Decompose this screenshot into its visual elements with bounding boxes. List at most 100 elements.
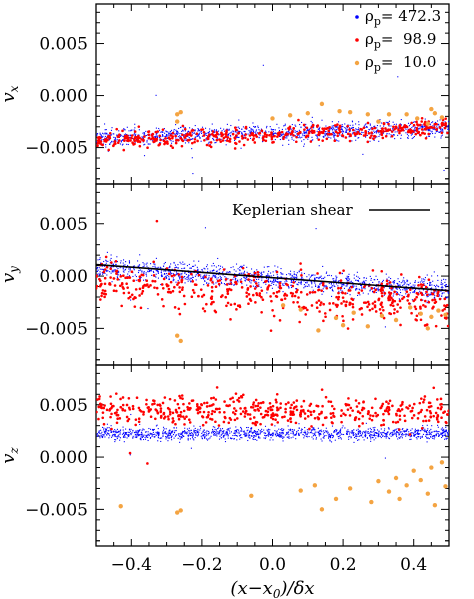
data-point: [259, 433, 261, 435]
data-point: [394, 138, 396, 140]
data-point: [219, 430, 221, 432]
data-point: [238, 136, 240, 138]
data-point: [148, 427, 150, 430]
data-point: [103, 295, 106, 299]
data-point: [236, 275, 238, 277]
data-point: [124, 129, 126, 131]
data-point: [113, 266, 115, 268]
data-point: [103, 429, 105, 431]
data-point: [292, 431, 294, 433]
data-point: [251, 432, 253, 434]
data-point: [443, 428, 445, 430]
data-point: [447, 128, 449, 130]
data-point: [307, 431, 309, 433]
data-point: [425, 431, 427, 433]
data-point: [412, 125, 414, 128]
data-point: [425, 126, 428, 130]
data-point: [433, 284, 435, 287]
data-point: [164, 432, 166, 434]
data-point: [425, 430, 427, 432]
data-point: [249, 272, 251, 275]
data-point: [407, 280, 409, 282]
data-point: [431, 131, 433, 133]
data-point: [346, 433, 348, 435]
data-point: [441, 433, 443, 435]
data-point: [304, 133, 306, 135]
data-point: [273, 281, 275, 283]
data-point: [260, 273, 262, 275]
data-point: [187, 274, 189, 276]
data-point: [137, 265, 139, 267]
data-point: [332, 278, 334, 280]
data-point: [112, 263, 114, 265]
data-point: [410, 432, 412, 434]
data-point: [207, 270, 209, 273]
data-point: [310, 304, 314, 307]
data-point: [102, 292, 106, 295]
data-point: [145, 435, 147, 437]
data-point: [434, 286, 437, 288]
data-point: [180, 435, 182, 437]
data-point: [246, 426, 248, 429]
data-point: [142, 139, 145, 142]
data-point: [439, 115, 445, 120]
data-point: [129, 454, 131, 456]
data-point: [173, 130, 175, 132]
data-point: [123, 134, 126, 136]
data-point: [227, 135, 229, 137]
data-point: [182, 277, 184, 279]
data-point: [291, 428, 293, 431]
data-point: [205, 143, 209, 147]
data-point: [274, 138, 276, 141]
data-point: [440, 428, 442, 430]
data-point: [432, 128, 434, 130]
data-point: [291, 284, 295, 288]
data-point: [138, 134, 140, 136]
data-point: [157, 437, 159, 439]
data-point: [445, 279, 447, 281]
data-point: [428, 135, 430, 137]
data-point: [426, 296, 428, 298]
data-point: [392, 433, 394, 435]
data-point: [305, 285, 307, 287]
data-point: [157, 266, 159, 268]
data-point: [258, 271, 260, 273]
data-point: [444, 122, 447, 125]
data-point: [111, 270, 113, 272]
data-point: [295, 288, 297, 290]
data-point: [239, 438, 241, 440]
data-point: [278, 283, 280, 285]
data-point: [393, 283, 395, 285]
data-point: [178, 137, 180, 139]
data-point: [184, 427, 186, 429]
data-point: [305, 131, 307, 133]
data-point: [202, 277, 204, 279]
data-point: [180, 278, 184, 282]
data-point: [327, 274, 329, 277]
data-point: [252, 432, 254, 435]
data-point: [323, 286, 325, 288]
data-point: [166, 273, 168, 275]
data-point: [149, 139, 151, 141]
data-point: [119, 279, 121, 281]
data-point: [117, 430, 119, 432]
data-point: [323, 285, 325, 287]
legend-entry: ρp= 98.9: [365, 30, 436, 51]
data-point: [279, 135, 281, 137]
data-point: [361, 286, 363, 288]
data-point: [376, 131, 378, 133]
data-point: [408, 284, 410, 286]
data-point: [147, 130, 150, 134]
data-point: [321, 281, 323, 283]
data-point: [255, 280, 257, 283]
data-point: [411, 133, 413, 135]
data-point: [238, 273, 240, 275]
data-point: [380, 269, 384, 273]
data-point: [169, 144, 173, 148]
data-point: [276, 123, 278, 125]
data-point: [114, 435, 116, 437]
data-point: [122, 287, 125, 290]
data-point: [103, 268, 107, 271]
data-point: [341, 125, 343, 127]
data-point: [388, 298, 392, 302]
